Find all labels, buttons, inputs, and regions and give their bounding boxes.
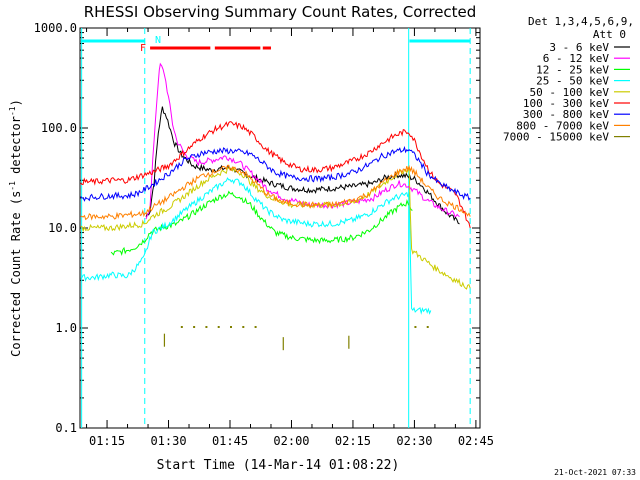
night-flag-label: N	[155, 35, 161, 46]
y-axis-label-main: Corrected Count Rate (s	[9, 191, 23, 357]
legend-label-7000-15000-kev: 7000 - 15000 keV	[503, 131, 609, 144]
series-line-25-50-kev	[80, 177, 432, 315]
x-tick-label: 02:45	[458, 434, 494, 448]
generated-timestamp: 21-Oct-2021 07:33	[554, 468, 636, 477]
x-tick-label: 02:15	[335, 434, 371, 448]
x-tick-label: 01:30	[150, 434, 186, 448]
legend-label-25-50-kev: 25 - 50 keV	[536, 75, 609, 88]
series-line-3-6-kev	[145, 106, 460, 225]
series-line-100-300-kev	[80, 121, 471, 229]
legend-label-50-100-kev: 50 - 100 keV	[530, 86, 610, 99]
legend-label-3-6-kev: 3 - 6 keV	[549, 41, 609, 54]
chart-title: RHESSI Observing Summary Count Rates, Co…	[84, 3, 477, 21]
series-line-800-7000-kev	[80, 164, 471, 221]
legend-label-12-25-kev: 12 - 25 keV	[536, 63, 609, 76]
y-tick-label: 0.1	[55, 421, 77, 435]
series-lines	[80, 62, 471, 315]
y-tick-label: 10.0	[48, 221, 77, 235]
y-tick-label: 1000.0	[34, 21, 77, 35]
legend-label-300-800-kev: 300 - 800 keV	[523, 108, 609, 121]
x-tick-label: 01:15	[89, 434, 125, 448]
x-tick-label: 02:30	[396, 434, 432, 448]
y-tick-label: 100.0	[41, 121, 77, 135]
legend-header-line2: Att 0	[593, 28, 626, 41]
x-tick-label: 01:45	[212, 434, 248, 448]
svg-text:Corrected Count Rate (s-1 dete: Corrected Count Rate (s-1 detector-1)	[8, 99, 23, 357]
series-line-12-25-kev	[110, 190, 413, 256]
y-axis-label: Corrected Count Rate (s-1 detector-1)	[8, 99, 23, 357]
y-axis-label-sup1: -1	[8, 181, 17, 191]
x-axis-ticks: 01:15 01:30 01:45 02:00 02:15 02:30 02:45	[86, 28, 494, 448]
legend-header-line1: Det 1,3,4,5,6,9,	[528, 15, 634, 28]
y-axis-label-sup2: -1	[8, 106, 17, 116]
y-axis-label-end: )	[9, 99, 23, 106]
x-axis-label: Start Time (14-Mar-14 01:08:22)	[157, 458, 400, 473]
legend-label-100-300-kev: 100 - 300 keV	[523, 97, 609, 110]
y-axis-label-mid: detector	[9, 116, 23, 181]
series-line-50-100-kev	[80, 165, 471, 290]
status-flags: F N	[80, 35, 471, 54]
series-line-300-800-kev	[80, 145, 471, 202]
legend-label-6-12-kev: 6 - 12 keV	[543, 52, 610, 65]
x-tick-label: 02:00	[273, 434, 309, 448]
flare-flag-label: F	[140, 43, 146, 54]
legend-label-800-7000-kev: 800 - 7000 keV	[516, 119, 609, 132]
y-tick-label: 1.0	[55, 321, 77, 335]
